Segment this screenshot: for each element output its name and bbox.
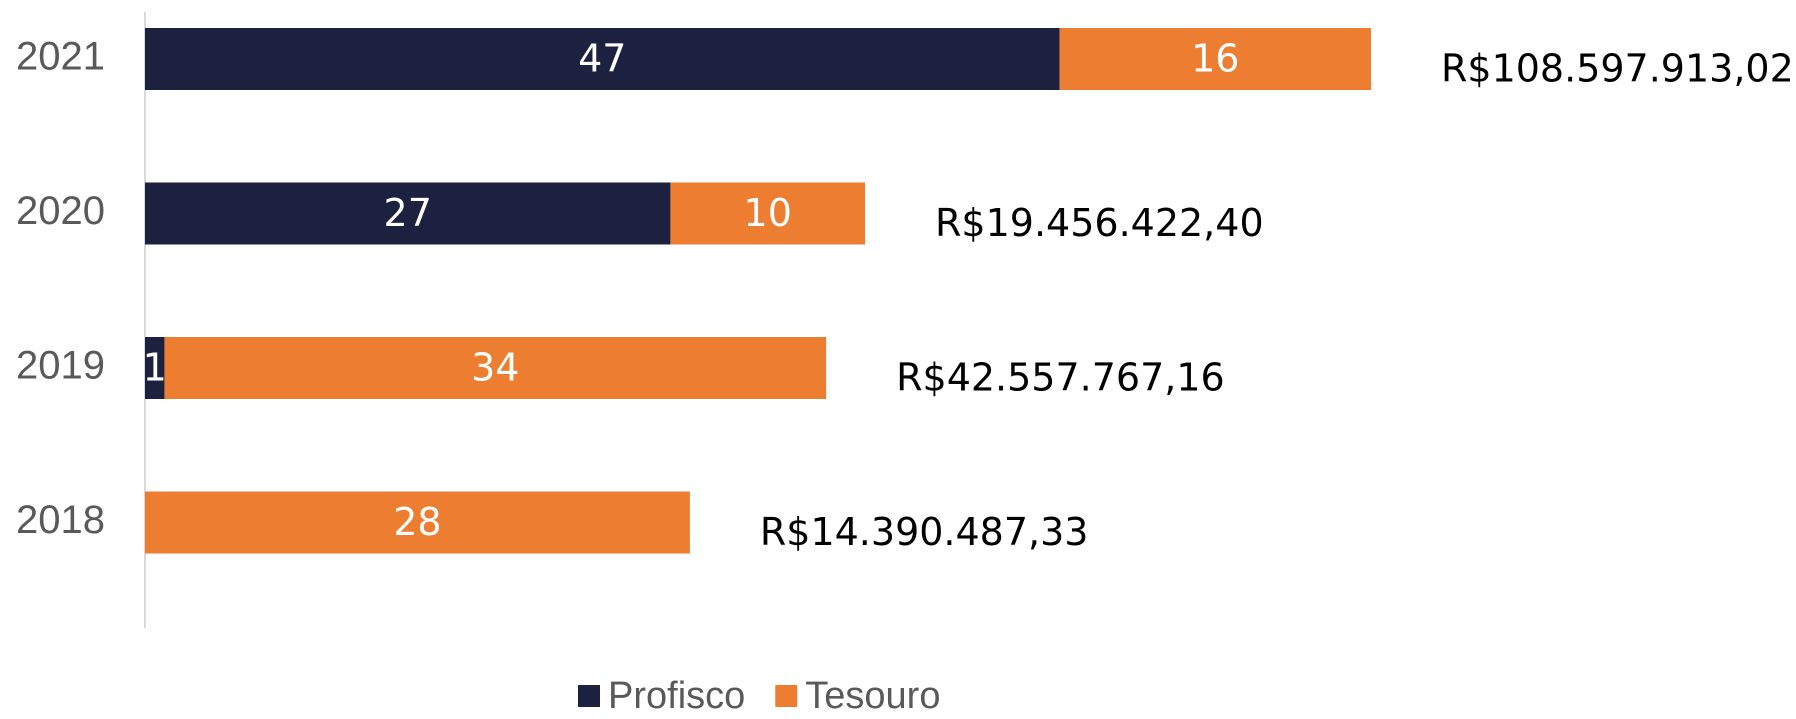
data-label: 47 — [578, 37, 626, 81]
y-tick-label: 2019 — [16, 344, 105, 388]
bar-segment — [145, 28, 1060, 90]
data-label: 10 — [744, 191, 792, 235]
y-tick-label: 2021 — [16, 35, 105, 79]
bar-segment — [145, 182, 671, 245]
legend-swatch — [578, 685, 600, 707]
bar-segment — [145, 337, 165, 399]
data-label: 28 — [393, 500, 441, 544]
legend-label: Tesouro — [805, 675, 940, 717]
y-tick-label: 2018 — [16, 498, 105, 542]
total-annotation: R$42.557.767,16 — [896, 356, 1225, 400]
legend-swatch — [775, 685, 798, 707]
total-annotation: R$19.456.422,40 — [935, 201, 1264, 245]
total-annotation: R$108.597.913,02 — [1441, 47, 1794, 91]
data-label: 27 — [384, 191, 432, 235]
bar-segment — [164, 337, 827, 399]
data-label: 1 — [143, 346, 167, 390]
bar-segment — [670, 182, 866, 245]
data-label: 34 — [471, 346, 519, 390]
bar-segment — [1059, 28, 1371, 90]
total-annotation: R$14.390.487,33 — [760, 510, 1089, 554]
bar-segment — [145, 491, 690, 554]
y-tick-label: 2020 — [16, 189, 105, 233]
data-label: 16 — [1191, 37, 1239, 81]
legend-label: Profisco — [608, 675, 745, 717]
